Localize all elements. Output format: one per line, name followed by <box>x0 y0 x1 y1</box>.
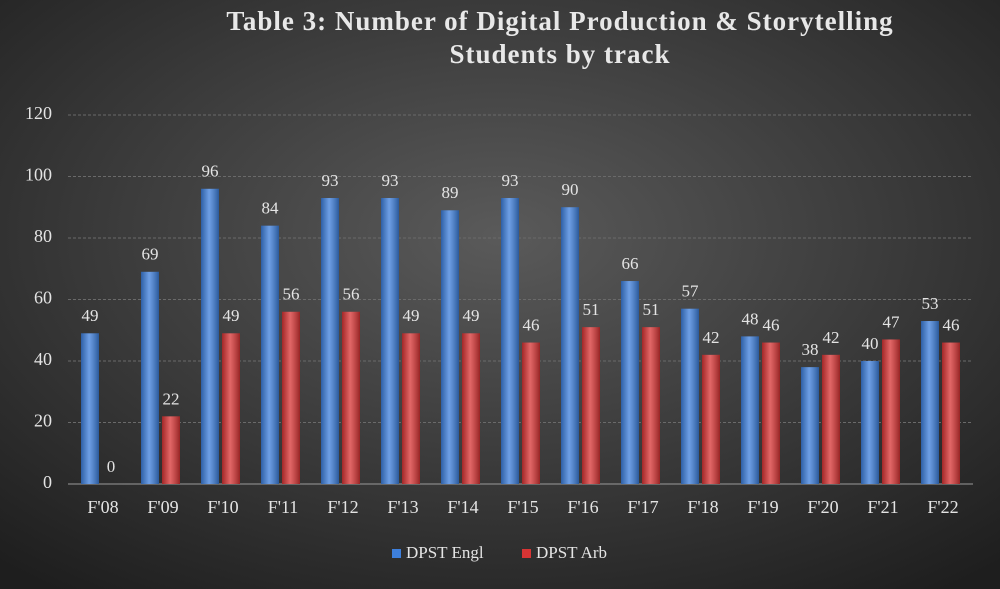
legend-swatch <box>522 549 531 558</box>
x-tick-label: F'12 <box>327 497 358 517</box>
bar-shading <box>282 311 300 484</box>
chart-title: Table 3: Number of Digital Production & … <box>226 6 893 36</box>
x-tick-label: F'19 <box>747 497 778 517</box>
x-tick-label: F'18 <box>687 497 718 517</box>
bar-shading <box>621 281 639 484</box>
bar-shading <box>702 354 720 484</box>
y-tick-label: 80 <box>34 226 52 246</box>
data-label: 46 <box>523 315 540 334</box>
data-label: 96 <box>202 162 219 181</box>
bar-shading <box>801 367 819 484</box>
data-label: 49 <box>403 306 420 325</box>
y-tick-label: 100 <box>25 165 52 185</box>
data-label: 93 <box>382 171 399 190</box>
bar-shading <box>741 336 759 484</box>
x-tick-label: F'15 <box>507 497 538 517</box>
data-label: 48 <box>742 309 759 328</box>
x-tick-label: F'21 <box>867 497 898 517</box>
data-label: 56 <box>343 285 360 304</box>
y-tick-label: 40 <box>34 349 52 369</box>
bar-shading <box>222 333 240 484</box>
x-tick-label: F'22 <box>927 497 958 517</box>
bar-shading <box>582 327 600 484</box>
data-label: 93 <box>322 171 339 190</box>
x-tick-label: F'10 <box>207 497 238 517</box>
data-label: 51 <box>643 300 660 319</box>
bar-shading <box>762 342 780 484</box>
x-tick-label: F'17 <box>627 497 658 517</box>
data-label: 89 <box>442 183 459 202</box>
y-tick-label: 120 <box>25 103 52 123</box>
data-label: 56 <box>283 285 300 304</box>
bar-shading <box>381 198 399 484</box>
bar-shading <box>441 210 459 484</box>
bar-shading <box>921 321 939 484</box>
bar-shading <box>201 188 219 485</box>
x-tick-label: F'08 <box>87 497 118 517</box>
data-label: 0 <box>107 457 116 476</box>
bar-shading <box>861 361 879 484</box>
data-label: 42 <box>703 328 720 347</box>
bar-shading <box>402 333 420 484</box>
bar-shading <box>501 198 519 484</box>
data-label: 22 <box>163 389 180 408</box>
x-tick-label: F'13 <box>387 497 418 517</box>
bar-shading <box>261 225 279 484</box>
data-label: 47 <box>883 312 901 331</box>
bar-shading <box>342 311 360 484</box>
legend-label: DPST Engl <box>406 543 484 562</box>
data-label: 42 <box>823 328 840 347</box>
data-label: 46 <box>763 315 780 334</box>
data-label: 40 <box>862 334 879 353</box>
x-tick-label: F'14 <box>447 497 478 517</box>
data-label: 84 <box>262 199 280 218</box>
bar-shading <box>141 271 159 484</box>
data-label: 49 <box>223 306 240 325</box>
bar-shading <box>561 207 579 484</box>
data-label: 69 <box>142 245 159 264</box>
bar-shading <box>162 416 180 484</box>
data-label: 49 <box>463 306 480 325</box>
bar-shading <box>81 333 99 484</box>
legend-label: DPST Arb <box>536 543 607 562</box>
data-label: 93 <box>502 171 519 190</box>
bar-shading <box>642 327 660 484</box>
chart-title: Students by track <box>449 39 670 69</box>
y-tick-label: 60 <box>34 288 52 308</box>
bar-shading <box>681 308 699 484</box>
bar-shading <box>522 342 540 484</box>
data-label: 53 <box>922 294 939 313</box>
data-label: 46 <box>943 315 960 334</box>
data-label: 49 <box>82 306 99 325</box>
y-tick-label: 0 <box>43 472 52 492</box>
bar-shading <box>462 333 480 484</box>
data-label: 57 <box>682 282 700 301</box>
data-label: 66 <box>622 254 639 273</box>
bar-shading <box>942 342 960 484</box>
bar-shading <box>882 339 900 484</box>
x-tick-label: F'16 <box>567 497 598 517</box>
bar-shading <box>321 198 339 484</box>
legend-swatch <box>392 549 401 558</box>
data-label: 38 <box>802 340 819 359</box>
x-tick-label: F'11 <box>268 497 299 517</box>
x-tick-label: F'09 <box>147 497 178 517</box>
data-label: 90 <box>562 180 579 199</box>
bar-shading <box>822 354 840 484</box>
data-label: 51 <box>583 300 600 319</box>
y-tick-label: 20 <box>34 411 52 431</box>
x-tick-label: F'20 <box>807 497 838 517</box>
